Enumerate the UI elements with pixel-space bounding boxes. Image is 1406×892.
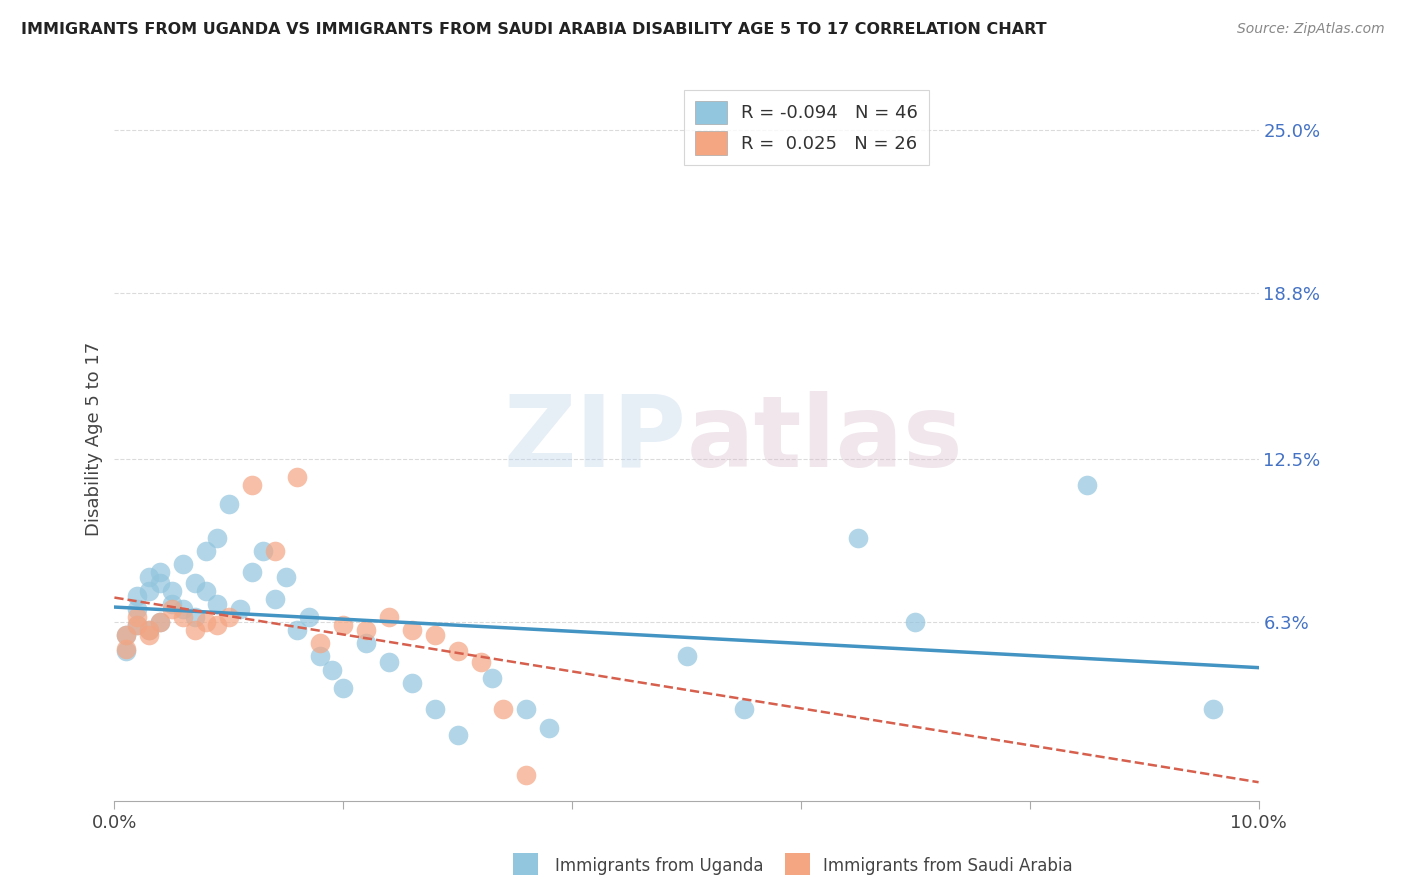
Point bbox=[127, 618, 149, 632]
Point bbox=[160, 602, 183, 616]
Text: IMMIGRANTS FROM UGANDA VS IMMIGRANTS FROM SAUDI ARABIA DISABILITY AGE 5 TO 17 CO: IMMIGRANTS FROM UGANDA VS IMMIGRANTS FRO… bbox=[21, 22, 1046, 37]
Point bbox=[240, 478, 263, 492]
Point bbox=[127, 610, 149, 624]
Point bbox=[846, 531, 869, 545]
Text: atlas: atlas bbox=[686, 391, 963, 488]
Point bbox=[332, 681, 354, 695]
Point bbox=[149, 575, 172, 590]
Text: Source: ZipAtlas.com: Source: ZipAtlas.com bbox=[1237, 22, 1385, 37]
Point bbox=[183, 623, 205, 637]
Point bbox=[401, 675, 423, 690]
Point bbox=[138, 628, 160, 642]
Point bbox=[321, 663, 343, 677]
Point bbox=[127, 618, 149, 632]
Text: ZIP: ZIP bbox=[503, 391, 686, 488]
Point bbox=[127, 602, 149, 616]
Point bbox=[252, 544, 274, 558]
Point bbox=[263, 544, 285, 558]
Point bbox=[218, 497, 240, 511]
Point bbox=[149, 566, 172, 580]
Point bbox=[274, 570, 297, 584]
Point bbox=[401, 623, 423, 637]
Point bbox=[470, 655, 492, 669]
Point bbox=[229, 602, 252, 616]
Point bbox=[298, 610, 321, 624]
Point bbox=[207, 597, 229, 611]
Point bbox=[115, 641, 138, 656]
Point bbox=[138, 570, 160, 584]
Point bbox=[332, 618, 354, 632]
Point bbox=[904, 615, 927, 630]
Point bbox=[183, 610, 205, 624]
Point bbox=[194, 615, 217, 630]
Point bbox=[207, 531, 229, 545]
Point bbox=[309, 636, 332, 650]
Point bbox=[172, 558, 194, 572]
Point bbox=[115, 644, 138, 658]
Text: Immigrants from Uganda: Immigrants from Uganda bbox=[555, 857, 763, 875]
Y-axis label: Disability Age 5 to 17: Disability Age 5 to 17 bbox=[86, 343, 103, 536]
Legend: R = -0.094   N = 46, R =  0.025   N = 26: R = -0.094 N = 46, R = 0.025 N = 26 bbox=[683, 90, 929, 165]
Point bbox=[138, 583, 160, 598]
Point bbox=[194, 544, 217, 558]
Point bbox=[240, 566, 263, 580]
Point bbox=[733, 702, 755, 716]
Point bbox=[378, 610, 401, 624]
Point bbox=[287, 470, 309, 484]
Point bbox=[538, 721, 561, 735]
Point bbox=[172, 602, 194, 616]
Point bbox=[378, 655, 401, 669]
Point bbox=[127, 589, 149, 603]
Point bbox=[309, 649, 332, 664]
Point bbox=[138, 623, 160, 637]
Point bbox=[149, 615, 172, 630]
Point bbox=[423, 628, 446, 642]
Point bbox=[492, 702, 515, 716]
Point bbox=[447, 644, 470, 658]
Point bbox=[194, 583, 217, 598]
Point bbox=[675, 649, 697, 664]
Point bbox=[160, 583, 183, 598]
Point bbox=[160, 597, 183, 611]
Point bbox=[138, 623, 160, 637]
Point bbox=[423, 702, 446, 716]
Point bbox=[354, 623, 377, 637]
Point bbox=[172, 610, 194, 624]
Point bbox=[218, 610, 240, 624]
Point bbox=[354, 636, 377, 650]
Point bbox=[263, 591, 285, 606]
Point bbox=[115, 628, 138, 642]
Point bbox=[149, 615, 172, 630]
Point bbox=[447, 728, 470, 742]
Point bbox=[481, 671, 503, 685]
Text: Immigrants from Saudi Arabia: Immigrants from Saudi Arabia bbox=[823, 857, 1073, 875]
Point bbox=[1202, 702, 1225, 716]
Point bbox=[115, 628, 138, 642]
Point bbox=[207, 618, 229, 632]
Point bbox=[287, 623, 309, 637]
Point bbox=[1076, 478, 1098, 492]
Point bbox=[515, 768, 537, 782]
Point bbox=[183, 575, 205, 590]
Point bbox=[515, 702, 537, 716]
